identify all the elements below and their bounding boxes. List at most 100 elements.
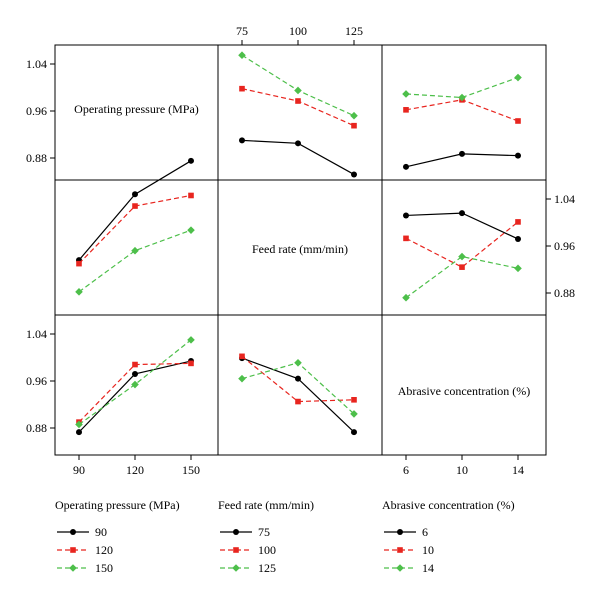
legend-label-1-90: 90: [95, 525, 107, 539]
y-tick-label: 0.96: [26, 374, 47, 388]
data-point-panel5-14-3: [187, 336, 195, 344]
legend-marker-3-6: [397, 529, 403, 535]
y-tick-label: 0.88: [554, 286, 575, 300]
data-point-panel5-10-2: [132, 361, 138, 368]
legend-label-2-125: 125: [258, 561, 276, 575]
data-point-panel2-120-3: [515, 118, 521, 124]
data-point-panel4-75-2: [459, 210, 465, 217]
y-tick-label: 0.88: [26, 421, 47, 435]
x-tick-label: 10: [456, 463, 468, 477]
series-line-panel6-6: [241, 357, 355, 433]
legend-marker-2-75: [233, 529, 239, 535]
y-tick-label: 1.04: [26, 327, 47, 341]
data-point-panel2-90-1: [403, 163, 409, 170]
y-tick-label: 0.96: [26, 104, 47, 118]
data-point-panel2-120-1: [403, 107, 409, 113]
x-tick-label: 6: [403, 463, 409, 477]
legend-title-2: Feed rate (mm/min): [218, 498, 314, 512]
data-point-panel3-125-3: [187, 226, 195, 234]
data-point-panel6-14-2: [294, 358, 302, 367]
series-line-panel2-120: [405, 99, 519, 122]
legend-label-2-100: 100: [258, 543, 276, 557]
factor-label-3: Abrasive concentration (%): [398, 384, 531, 398]
legend-marker-2-100: [233, 547, 239, 553]
data-point-panel1-90-3: [351, 171, 357, 178]
data-point-panel4-125-3: [514, 264, 522, 273]
data-point-panel3-75-3: [188, 157, 194, 164]
data-point-panel4-75-1: [403, 212, 409, 219]
series-line-panel4-100: [405, 221, 519, 268]
y-tick-label: 1.04: [554, 192, 575, 206]
data-point-panel1-150-1: [238, 51, 246, 59]
data-point-panel5-6-2: [132, 370, 138, 377]
data-point-panel3-125-1: [75, 288, 83, 296]
series-line-panel3-125: [78, 229, 192, 293]
data-point-panel6-14-3: [350, 410, 358, 418]
data-point-panel1-120-1: [239, 85, 245, 92]
data-point-panel4-125-1: [402, 293, 410, 302]
data-point-panel5-14-1: [75, 420, 83, 429]
data-point-panel1-120-3: [351, 122, 357, 129]
data-point-panel3-100-3: [188, 192, 194, 199]
legend-label-3-6: 6: [422, 525, 428, 539]
y-tick-label: 0.88: [26, 151, 47, 165]
data-point-panel5-14-2: [131, 380, 139, 389]
factor-label-1: Operating pressure (MPa): [74, 102, 199, 116]
data-point-panel2-150-1: [402, 90, 410, 98]
legend-title-1: Operating pressure (MPa): [55, 498, 180, 512]
y-tick-label: 0.96: [554, 239, 575, 253]
data-point-panel1-150-3: [350, 111, 358, 120]
data-point-panel3-125-2: [131, 246, 139, 255]
x-tick-label: 100: [289, 24, 307, 38]
plot-matrix-frame: [54, 44, 547, 456]
data-point-panel6-10-2: [295, 398, 301, 405]
data-point-panel6-10-1: [239, 353, 245, 360]
data-point-panel6-14-1: [238, 374, 246, 383]
series-line-panel3-75: [78, 160, 192, 261]
data-point-panel4-100-3: [515, 219, 521, 225]
data-point-panel5-6-1: [76, 429, 82, 436]
data-point-panel4-125-2: [458, 252, 466, 261]
data-point-panel3-75-2: [132, 191, 138, 198]
legend-label-2-75: 75: [258, 525, 270, 539]
legend-marker-3-10: [397, 547, 403, 553]
series-line-panel6-14: [241, 362, 355, 415]
data-point-panel2-150-3: [514, 73, 522, 82]
factor-label-2: Feed rate (mm/min): [252, 242, 348, 256]
data-point-panel3-100-1: [76, 260, 82, 267]
legend-marker-1-150: [69, 564, 77, 572]
y-tick-label: 1.04: [26, 57, 47, 71]
legend-label-3-14: 14: [422, 561, 434, 575]
legend-label-1-150: 150: [95, 561, 113, 575]
legend-marker-1-120: [70, 547, 76, 553]
x-tick-label: 120: [126, 463, 144, 477]
data-point-panel3-100-2: [132, 203, 138, 209]
x-tick-label: 14: [512, 463, 524, 477]
data-point-panel1-90-1: [239, 137, 245, 144]
data-point-panel2-150-2: [458, 93, 466, 102]
legend-marker-3-14: [396, 564, 404, 572]
data-point-panel6-6-3: [351, 429, 357, 436]
data-point-panel6-10-3: [351, 397, 357, 403]
data-point-panel1-150-2: [294, 86, 302, 95]
legend-label-3-10: 10: [422, 543, 434, 557]
legend-title-3: Abrasive concentration (%): [382, 498, 515, 512]
data-point-panel2-90-2: [459, 150, 465, 157]
data-point-panel4-100-1: [403, 235, 409, 242]
data-point-panel4-100-2: [459, 264, 465, 270]
legend-marker-2-125: [232, 564, 240, 572]
x-tick-label: 125: [345, 24, 363, 38]
legend-label-1-120: 120: [95, 543, 113, 557]
x-tick-label: 75: [236, 24, 248, 38]
data-point-panel5-10-3: [188, 360, 194, 367]
data-point-panel2-90-3: [515, 152, 521, 159]
data-point-panel1-120-2: [295, 98, 301, 104]
series-line-panel4-125: [405, 255, 519, 299]
data-point-panel4-75-3: [515, 235, 521, 242]
series-line-panel1-150: [241, 54, 355, 117]
x-tick-label: 90: [73, 463, 85, 477]
data-point-panel6-6-2: [295, 375, 301, 382]
data-point-panel1-90-2: [295, 140, 301, 147]
legend-marker-1-90: [70, 529, 76, 535]
